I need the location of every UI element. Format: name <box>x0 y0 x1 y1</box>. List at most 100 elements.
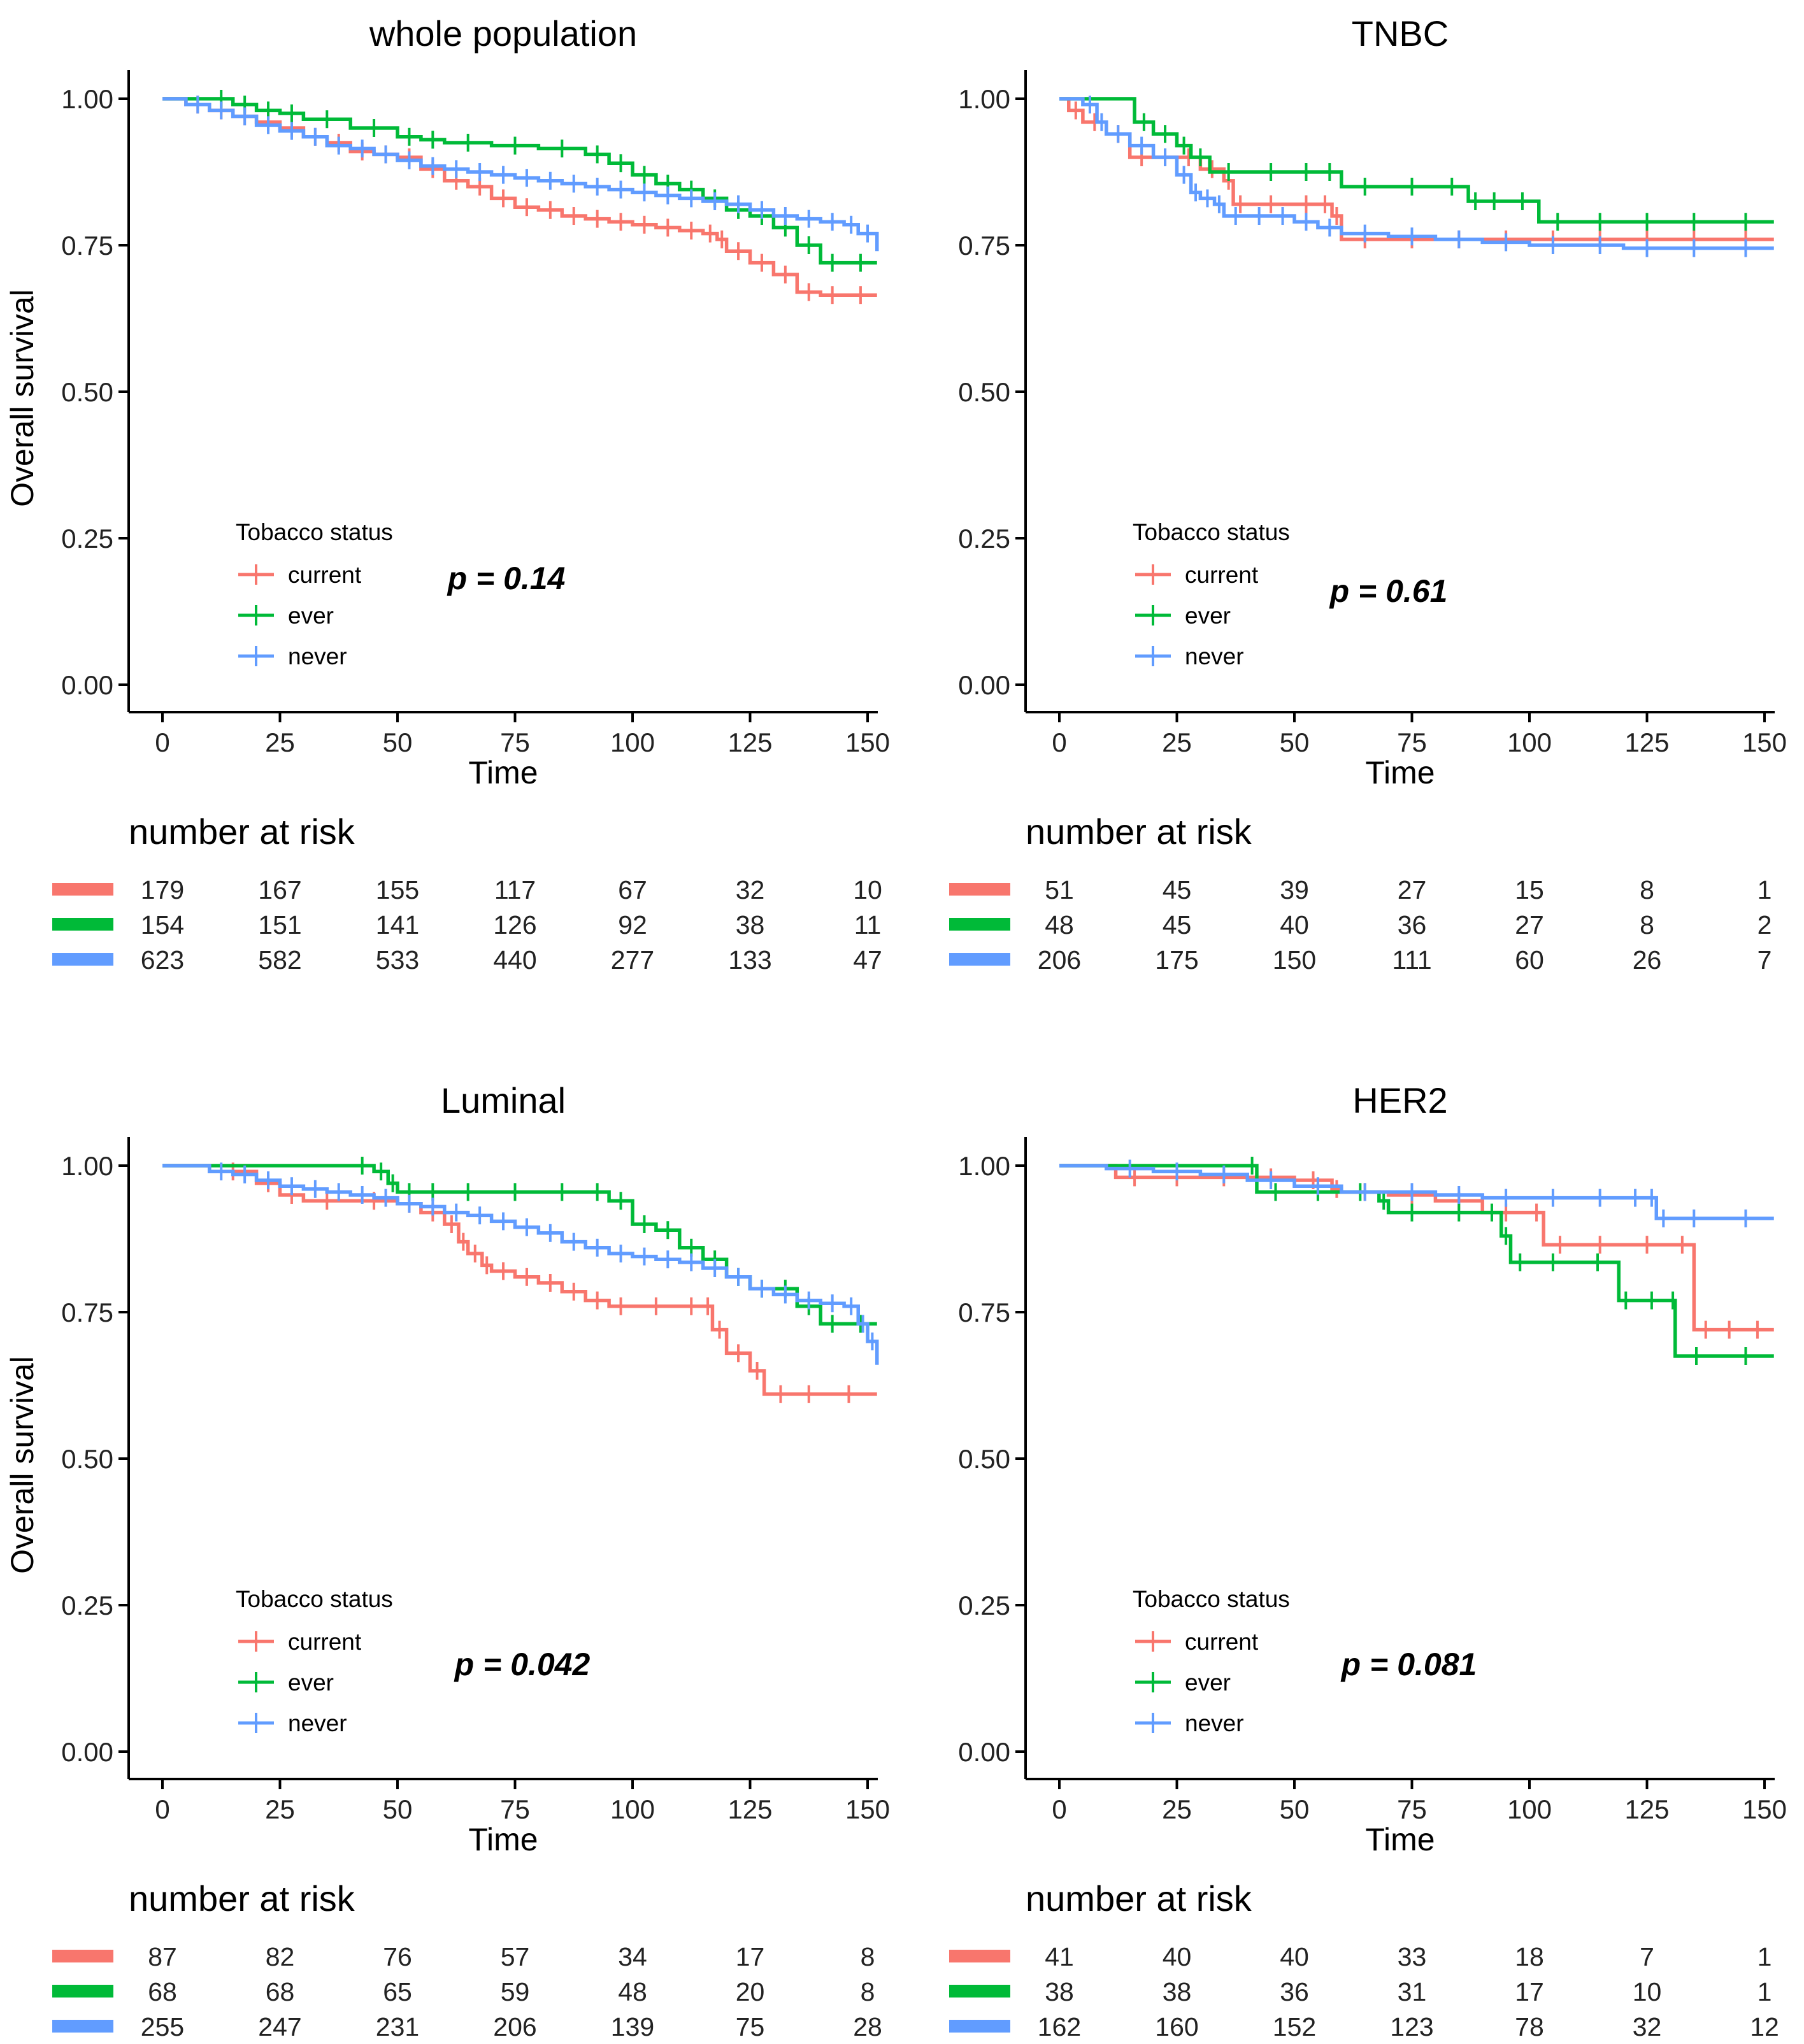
panel-0: whole population 1.00 0.75 0.50 0.25 0.00 0 25 5… <box>4 13 890 975</box>
risk-count: 111 <box>1392 945 1431 975</box>
risk-count: 117 <box>494 875 536 904</box>
x-tick-label: 150 <box>1742 1794 1787 1824</box>
x-axis-label: Time <box>468 755 538 790</box>
legend-title: Tobacco status <box>236 1586 393 1612</box>
risk-count: 18 <box>1515 1942 1544 1971</box>
x-tick-label: 125 <box>1624 1794 1669 1824</box>
x-tick-label: 25 <box>265 1794 295 1824</box>
y-tick-label: 0.25 <box>61 1590 113 1620</box>
risk-count: 31 <box>1398 1977 1427 2006</box>
risk-count: 87 <box>148 1942 177 1971</box>
risk-count: 32 <box>736 875 765 904</box>
panel-title: TNBC <box>1352 13 1449 54</box>
risk-count: 167 <box>258 875 301 904</box>
x-tick-label: 75 <box>500 727 530 757</box>
panel-3: HER2 1.00 0.75 0.50 0.25 0.00 0 25 50 75 100 125 150… <box>949 1080 1787 2041</box>
y-axis-label: Overall survival <box>4 1356 40 1574</box>
curve-ever <box>1059 1164 1774 1358</box>
risk-count: 51 <box>1045 875 1074 904</box>
risk-count: 151 <box>258 910 301 940</box>
x-tick-label: 125 <box>727 727 772 757</box>
risk-count: 175 <box>1155 945 1198 975</box>
risk-count: 440 <box>493 945 536 975</box>
risk-count: 8 <box>1640 910 1654 940</box>
x-tick-label: 0 <box>155 1794 169 1824</box>
risk-count: 28 <box>853 2012 882 2041</box>
y-tick-label: 1.00 <box>958 84 1010 114</box>
risk-count: 82 <box>266 1942 295 1971</box>
risk-count: 8 <box>1640 875 1654 904</box>
risk-count: 15 <box>1515 875 1544 904</box>
y-tick-label: 1.00 <box>61 84 113 114</box>
y-tick-label: 0.25 <box>61 524 113 554</box>
legend-title: Tobacco status <box>1133 519 1290 545</box>
risk-count: 27 <box>1398 875 1427 904</box>
y-tick-label: 0.50 <box>61 377 113 407</box>
risk-count: 162 <box>1038 2012 1081 2041</box>
x-tick-label: 0 <box>155 727 169 757</box>
risk-count: 57 <box>501 1942 530 1971</box>
legend-label-current: current <box>1185 562 1259 588</box>
risk-count: 75 <box>736 2012 765 2041</box>
x-tick-label: 50 <box>1280 1794 1310 1824</box>
risk-count: 60 <box>1515 945 1544 975</box>
x-tick-label: 25 <box>1162 1794 1192 1824</box>
legend-label-ever: ever <box>1185 1669 1231 1696</box>
x-axis-label: Time <box>1365 1822 1435 1857</box>
risk-count: 47 <box>853 945 882 975</box>
y-tick-label: 1.00 <box>61 1151 113 1181</box>
y-tick-label: 0.25 <box>958 524 1010 554</box>
x-tick-label: 75 <box>500 1794 530 1824</box>
x-tick-label: 150 <box>845 727 890 757</box>
risk-count: 155 <box>376 875 419 904</box>
legend-label-never: never <box>288 1710 347 1736</box>
risk-count: 17 <box>1515 1977 1544 2006</box>
legend-label-ever: ever <box>288 603 334 629</box>
y-tick-label: 0.25 <box>958 1590 1010 1620</box>
risk-count: 206 <box>493 2012 536 2041</box>
risk-count: 7 <box>1640 1942 1654 1971</box>
x-axis-label: Time <box>1365 755 1435 790</box>
p-value: p = 0.61 <box>1329 573 1448 609</box>
x-tick-label: 75 <box>1397 1794 1427 1824</box>
risk-table-title: number at risk <box>129 1878 355 1919</box>
risk-count: 65 <box>383 1977 412 2006</box>
y-tick-label: 0.75 <box>61 1297 113 1327</box>
risk-count: 38 <box>736 910 765 940</box>
risk-count: 277 <box>611 945 654 975</box>
risk-count: 68 <box>266 1977 295 2006</box>
x-tick-label: 150 <box>1742 727 1787 757</box>
risk-table-title: number at risk <box>1026 811 1252 852</box>
risk-count: 67 <box>618 875 647 904</box>
x-axis-label: Time <box>468 1822 538 1857</box>
x-tick-label: 100 <box>1507 727 1552 757</box>
risk-count: 1 <box>1757 1977 1772 2006</box>
curve-never <box>1059 1164 1774 1220</box>
x-tick-label: 25 <box>1162 727 1192 757</box>
curve-current <box>1059 97 1774 241</box>
risk-count: 40 <box>1280 1942 1309 1971</box>
risk-count: 45 <box>1163 875 1192 904</box>
y-tick-label: 0.75 <box>958 1297 1010 1327</box>
x-tick-label: 50 <box>383 1794 413 1824</box>
risk-table-title: number at risk <box>1026 1878 1252 1919</box>
risk-count: 12 <box>1750 2012 1779 2041</box>
legend-label-never: never <box>288 643 347 669</box>
risk-count: 8 <box>861 1942 875 1971</box>
risk-count: 8 <box>861 1977 875 2006</box>
y-tick-label: 0.00 <box>61 1737 113 1767</box>
p-value: p = 0.14 <box>447 561 566 596</box>
risk-count: 48 <box>1045 910 1074 940</box>
legend-label-current: current <box>288 1629 362 1655</box>
x-tick-label: 150 <box>845 1794 890 1824</box>
risk-count: 152 <box>1273 2012 1316 2041</box>
y-tick-label: 0.75 <box>61 231 113 261</box>
legend-label-ever: ever <box>288 1669 334 1696</box>
risk-count: 68 <box>148 1977 177 2006</box>
risk-count: 48 <box>618 1977 647 2006</box>
risk-count: 2 <box>1757 910 1772 940</box>
risk-count: 160 <box>1155 2012 1198 2041</box>
p-value: p = 0.042 <box>454 1647 591 1682</box>
y-tick-label: 0.00 <box>958 670 1010 700</box>
